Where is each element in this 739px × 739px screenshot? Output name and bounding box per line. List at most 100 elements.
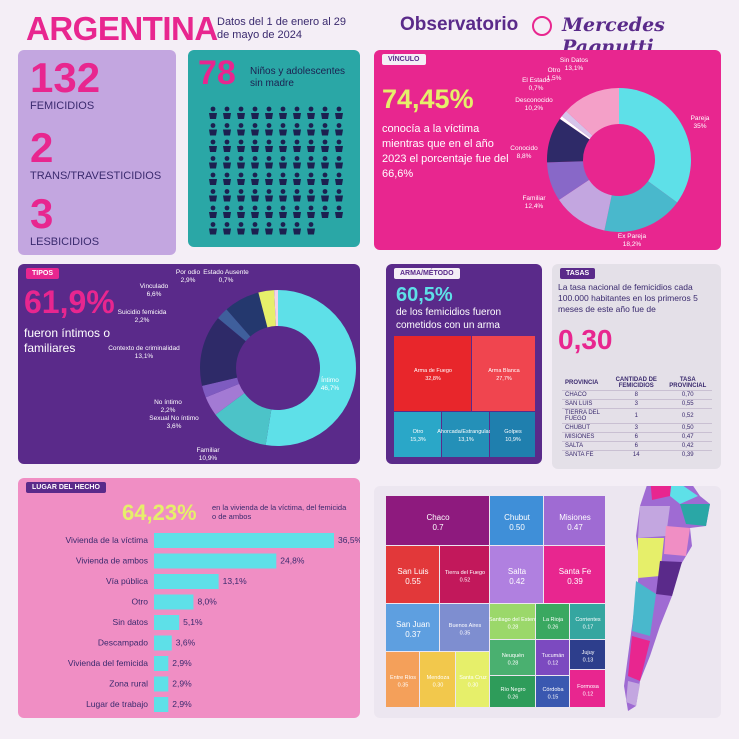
table-cell: 0,47 — [663, 432, 712, 442]
child-icon — [335, 205, 343, 218]
donut-slice — [566, 88, 619, 136]
bar-label: Sin datos — [113, 617, 148, 627]
province-label: Mendoza — [427, 675, 451, 681]
province-cell — [440, 604, 489, 651]
province-cell — [456, 652, 489, 707]
ninos-count: 78 — [198, 54, 236, 92]
child-icon — [265, 222, 273, 235]
ninos-panel: 78 Niños y adolescentes sin madre — [188, 50, 360, 247]
province-label: Jujuy — [582, 650, 595, 656]
child-icon — [251, 123, 259, 136]
page-title: ARGENTINA — [26, 10, 218, 47]
slice-value: 8,8% — [517, 153, 532, 160]
trans-count: 2 — [30, 124, 54, 171]
bar — [154, 533, 334, 548]
child-icon — [223, 106, 231, 119]
treemap-value: 13,1% — [458, 437, 474, 443]
table-row: TIERRA DEL FUEGO 1 0,52 — [562, 408, 712, 424]
slice-label: Vinculado — [140, 283, 169, 290]
province-label: Río Negro — [500, 687, 525, 693]
child-icon — [293, 156, 301, 169]
tipos-panel: TIPOS 61,9% fueron íntimos o familiares … — [18, 264, 360, 464]
map-region — [632, 581, 656, 636]
table-cell: SALTA — [562, 441, 610, 451]
child-icon — [279, 106, 287, 119]
table-cell: CHUBUT — [562, 423, 610, 433]
slice-value: 18,2% — [623, 241, 642, 248]
treemap-label: Arma Blanca — [488, 368, 520, 374]
child-icon — [321, 156, 329, 169]
child-icon — [209, 222, 217, 235]
child-icon — [321, 139, 329, 152]
table-cell: 3 — [609, 423, 664, 433]
slice-value: 2,2% — [161, 407, 176, 414]
child-icon — [237, 156, 245, 169]
table-cell: TIERRA DEL FUEGO — [562, 408, 610, 424]
bar-label: Zona rural — [109, 679, 148, 689]
province-value: 0.55 — [405, 577, 421, 586]
child-icon — [223, 222, 231, 235]
bar-label: Vivienda de ambos — [76, 556, 148, 566]
table-row: SANTA FE 14 0,39 — [562, 450, 712, 459]
child-icon — [279, 205, 287, 218]
tipos-text: fueron íntimos o familiares — [24, 326, 111, 355]
province-value: 0.42 — [509, 577, 525, 586]
bar — [154, 574, 219, 589]
province-value: 0.39 — [567, 577, 583, 586]
arma-pct: 60,5% — [396, 284, 453, 306]
slice-label: Ex Pareja — [618, 233, 647, 240]
slice-value: 2,9% — [181, 277, 196, 284]
child-icon — [307, 123, 315, 136]
province-label: Chaco — [426, 513, 450, 522]
province-value: 0.12 — [583, 692, 594, 698]
child-icon — [265, 123, 273, 136]
map-region — [650, 486, 672, 500]
child-icon — [209, 106, 217, 119]
child-icon — [293, 123, 301, 136]
slice-value: 0,7% — [529, 85, 544, 92]
child-icon — [223, 156, 231, 169]
child-icon — [251, 205, 259, 218]
treemap-label: Golpes — [504, 429, 522, 435]
child-icon — [237, 139, 245, 152]
slice-label: Otro — [548, 67, 561, 74]
province-value: 0.30 — [433, 683, 444, 689]
child-icon — [307, 189, 315, 202]
province-label: Corrientes — [575, 617, 601, 623]
child-icon — [279, 222, 287, 235]
bar — [154, 615, 180, 630]
child-icon — [237, 172, 245, 185]
bar-value: 36,5% — [338, 535, 360, 545]
child-icon — [335, 156, 343, 169]
province-label: La Rioja — [543, 617, 564, 623]
child-icon — [293, 139, 301, 152]
child-icon — [307, 205, 315, 218]
child-icon — [265, 205, 273, 218]
donut-slice — [215, 393, 272, 446]
tasas-text: La tasa nacional de femicidios cada 100.… — [558, 282, 698, 314]
child-icon — [307, 156, 315, 169]
donut-slice — [547, 161, 590, 200]
child-icon — [223, 172, 231, 185]
table-cell: 1 — [609, 408, 664, 424]
province-label: Neuquén — [502, 653, 524, 659]
child-icon — [335, 106, 343, 119]
slice-value: 1,5% — [547, 75, 562, 82]
slice-value: 35% — [693, 123, 706, 130]
child-icon — [237, 123, 245, 136]
slice-label: Por odio — [176, 269, 201, 276]
province-value: 0.47 — [567, 523, 583, 532]
femicidios-count: 132 — [30, 54, 101, 101]
map-region — [638, 506, 670, 538]
slice-label: Conocido — [510, 145, 538, 152]
province-cell — [536, 676, 569, 707]
table-cell: 0,70 — [663, 390, 712, 400]
argentina-map — [624, 486, 710, 711]
province-value: 0.28 — [508, 625, 519, 631]
bar-value: 24,8% — [280, 556, 305, 566]
child-icon — [209, 139, 217, 152]
tasas-table: PROVINCIA CANTIDAD DE FEMICIDIOS TASA PR… — [562, 376, 712, 459]
bar-label: Vía pública — [106, 576, 148, 586]
donut-slice — [202, 377, 240, 398]
